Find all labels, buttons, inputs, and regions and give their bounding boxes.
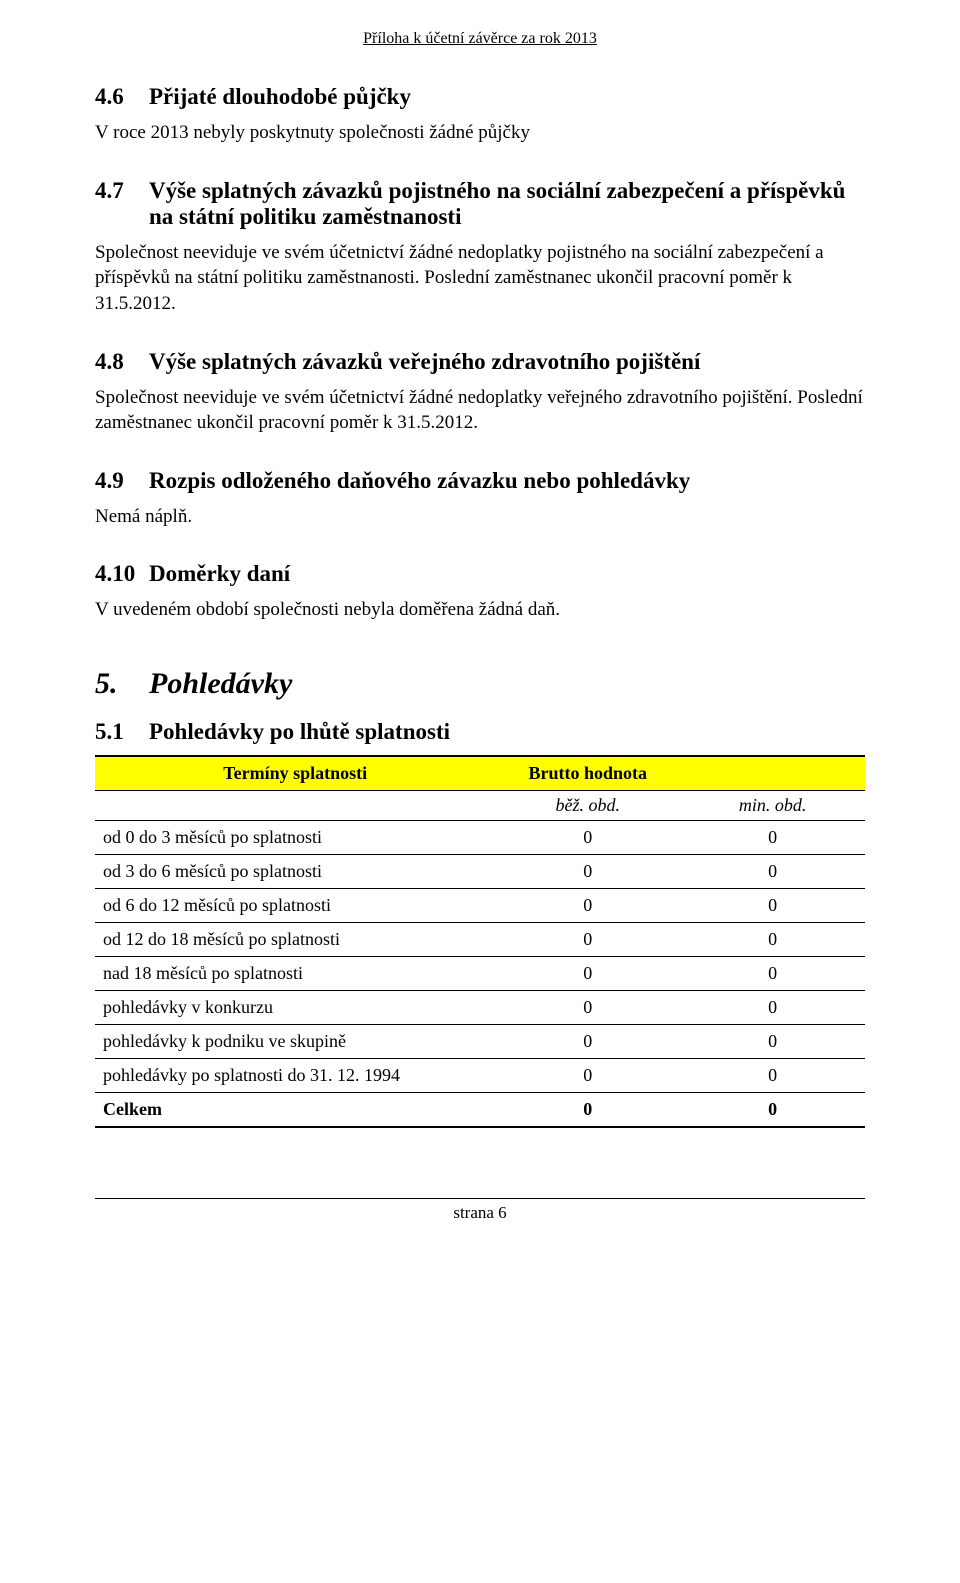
section-number: 5.	[95, 667, 149, 701]
heading-4-10: 4.10 Doměrky daní	[95, 561, 865, 587]
table-subheader-row: běž. obd. min. obd.	[95, 791, 865, 821]
subheader-min: min. obd.	[680, 791, 865, 821]
cell-value: 0	[495, 957, 680, 991]
cell-label: pohledávky k podniku ve skupině	[95, 1025, 495, 1059]
table-header-row: Termíny splatnosti Brutto hodnota	[95, 756, 865, 791]
cell-label: od 0 do 3 měsíců po splatnosti	[95, 821, 495, 855]
section-title: Rozpis odloženého daňového závazku nebo …	[149, 468, 865, 494]
cell-value: 0	[680, 1059, 865, 1093]
heading-4-9: 4.9 Rozpis odloženého daňového závazku n…	[95, 468, 865, 494]
cell-label: pohledávky v konkurzu	[95, 991, 495, 1025]
section-title: Pohledávky	[149, 667, 865, 701]
table-row: pohledávky k podniku ve skupině 0 0	[95, 1025, 865, 1059]
cell-label: od 3 do 6 měsíců po splatnosti	[95, 855, 495, 889]
cell-value: 0	[495, 1025, 680, 1059]
section-title: Výše splatných závazků veřejného zdravot…	[149, 349, 865, 375]
heading-4-6: 4.6 Přijaté dlouhodobé půjčky	[95, 84, 865, 110]
heading-4-8: 4.8 Výše splatných závazků veřejného zdr…	[95, 349, 865, 375]
subheader-empty	[95, 791, 495, 821]
table-row: od 6 do 12 měsíců po splatnosti 0 0	[95, 889, 865, 923]
total-label: Celkem	[95, 1093, 495, 1128]
body-4-6: V roce 2013 nebyly poskytnuty společnost…	[95, 120, 865, 146]
cell-value: 0	[495, 889, 680, 923]
cell-value: 0	[680, 957, 865, 991]
header-brutto: Brutto hodnota	[495, 756, 680, 791]
header-empty	[680, 756, 865, 791]
cell-value: 0	[680, 889, 865, 923]
subheader-bez: běž. obd.	[495, 791, 680, 821]
total-value: 0	[680, 1093, 865, 1128]
table-row: nad 18 měsíců po splatnosti 0 0	[95, 957, 865, 991]
section-title: Výše splatných závazků pojistného na soc…	[149, 178, 865, 230]
cell-label: nad 18 měsíců po splatnosti	[95, 957, 495, 991]
cell-value: 0	[680, 855, 865, 889]
cell-value: 0	[495, 923, 680, 957]
section-number: 4.8	[95, 349, 149, 375]
cell-value: 0	[680, 1025, 865, 1059]
heading-4-7: 4.7 Výše splatných závazků pojistného na…	[95, 178, 865, 230]
page-footer: strana 6	[95, 1198, 865, 1223]
body-4-9: Nemá náplň.	[95, 504, 865, 530]
section-title: Doměrky daní	[149, 561, 865, 587]
cell-value: 0	[680, 923, 865, 957]
cell-value: 0	[495, 1059, 680, 1093]
table-row: od 3 do 6 měsíců po splatnosti 0 0	[95, 855, 865, 889]
cell-label: od 6 do 12 měsíců po splatnosti	[95, 889, 495, 923]
cell-value: 0	[495, 821, 680, 855]
cell-value: 0	[680, 821, 865, 855]
section-number: 4.10	[95, 561, 149, 587]
cell-value: 0	[495, 991, 680, 1025]
page-header: Příloha k účetní závěrce za rok 2013	[95, 30, 865, 48]
section-number: 4.6	[95, 84, 149, 110]
section-number: 4.7	[95, 178, 149, 230]
cell-value: 0	[680, 991, 865, 1025]
table-row: od 0 do 3 měsíců po splatnosti 0 0	[95, 821, 865, 855]
header-terminy: Termíny splatnosti	[95, 756, 495, 791]
heading-5: 5. Pohledávky	[95, 667, 865, 701]
table-row: pohledávky po splatnosti do 31. 12. 1994…	[95, 1059, 865, 1093]
cell-label: pohledávky po splatnosti do 31. 12. 1994	[95, 1059, 495, 1093]
body-4-10: V uvedeném období společnosti nebyla dom…	[95, 597, 865, 623]
table-row: od 12 do 18 měsíců po splatnosti 0 0	[95, 923, 865, 957]
table-total-row: Celkem 0 0	[95, 1093, 865, 1128]
section-title: Přijaté dlouhodobé půjčky	[149, 84, 865, 110]
cell-value: 0	[495, 855, 680, 889]
section-number: 4.9	[95, 468, 149, 494]
total-value: 0	[495, 1093, 680, 1128]
section-title: Pohledávky po lhůtě splatnosti	[149, 719, 865, 745]
table-5-1: Termíny splatnosti Brutto hodnota běž. o…	[95, 755, 865, 1128]
heading-5-1: 5.1 Pohledávky po lhůtě splatnosti	[95, 719, 865, 745]
table-row: pohledávky v konkurzu 0 0	[95, 991, 865, 1025]
body-4-7: Společnost neeviduje ve svém účetnictví …	[95, 240, 865, 317]
section-number: 5.1	[95, 719, 149, 745]
cell-label: od 12 do 18 měsíců po splatnosti	[95, 923, 495, 957]
body-4-8: Společnost neeviduje ve svém účetnictví …	[95, 385, 865, 436]
